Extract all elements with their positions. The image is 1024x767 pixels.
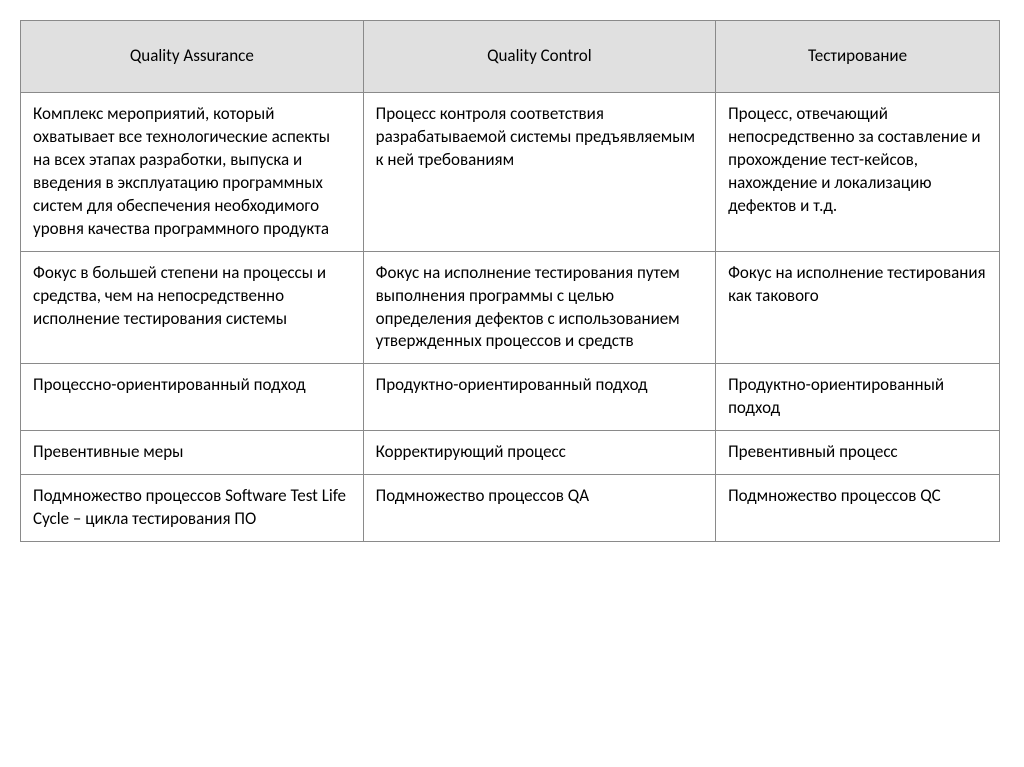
- col-header-qc: Quality Control: [363, 21, 715, 93]
- table-row: Процессно-ориентированный подход Продукт…: [21, 364, 1000, 431]
- table-row: Превентивные меры Корректирующий процесс…: [21, 431, 1000, 475]
- table-cell: Превентивные меры: [21, 431, 364, 475]
- table-cell: Продуктно-ориентированный подход: [363, 364, 715, 431]
- table-cell: Процесс, отвечающий непосредственно за с…: [716, 93, 1000, 252]
- table-row: Комплекс мероприятий, который охватывает…: [21, 93, 1000, 252]
- table-body: Комплекс мероприятий, который охватывает…: [21, 93, 1000, 542]
- comparison-table: Quality Assurance Quality Control Тестир…: [20, 20, 1000, 542]
- table-cell: Процесс контроля соответствия разрабатыв…: [363, 93, 715, 252]
- table-cell: Превентивный процесс: [716, 431, 1000, 475]
- table-cell: Продуктно-ориентированный подход: [716, 364, 1000, 431]
- table-cell: Фокус на исполнение тестирования путем в…: [363, 251, 715, 364]
- col-header-testing: Тестирование: [716, 21, 1000, 93]
- table-cell: Процессно-ориентированный подход: [21, 364, 364, 431]
- table-cell: Подмножество процессов Software Test Lif…: [21, 475, 364, 542]
- table-cell: Подмножество процессов QA: [363, 475, 715, 542]
- table-row: Подмножество процессов Software Test Lif…: [21, 475, 1000, 542]
- table-cell: Подмножество процессов QC: [716, 475, 1000, 542]
- table-cell: Комплекс мероприятий, который охватывает…: [21, 93, 364, 252]
- table-cell: Фокус в большей степени на процессы и ср…: [21, 251, 364, 364]
- table-header-row: Quality Assurance Quality Control Тестир…: [21, 21, 1000, 93]
- table-header: Quality Assurance Quality Control Тестир…: [21, 21, 1000, 93]
- table-row: Фокус в большей степени на процессы и ср…: [21, 251, 1000, 364]
- col-header-qa: Quality Assurance: [21, 21, 364, 93]
- table-cell: Корректирующий процесс: [363, 431, 715, 475]
- table-cell: Фокус на исполнение тестирования как так…: [716, 251, 1000, 364]
